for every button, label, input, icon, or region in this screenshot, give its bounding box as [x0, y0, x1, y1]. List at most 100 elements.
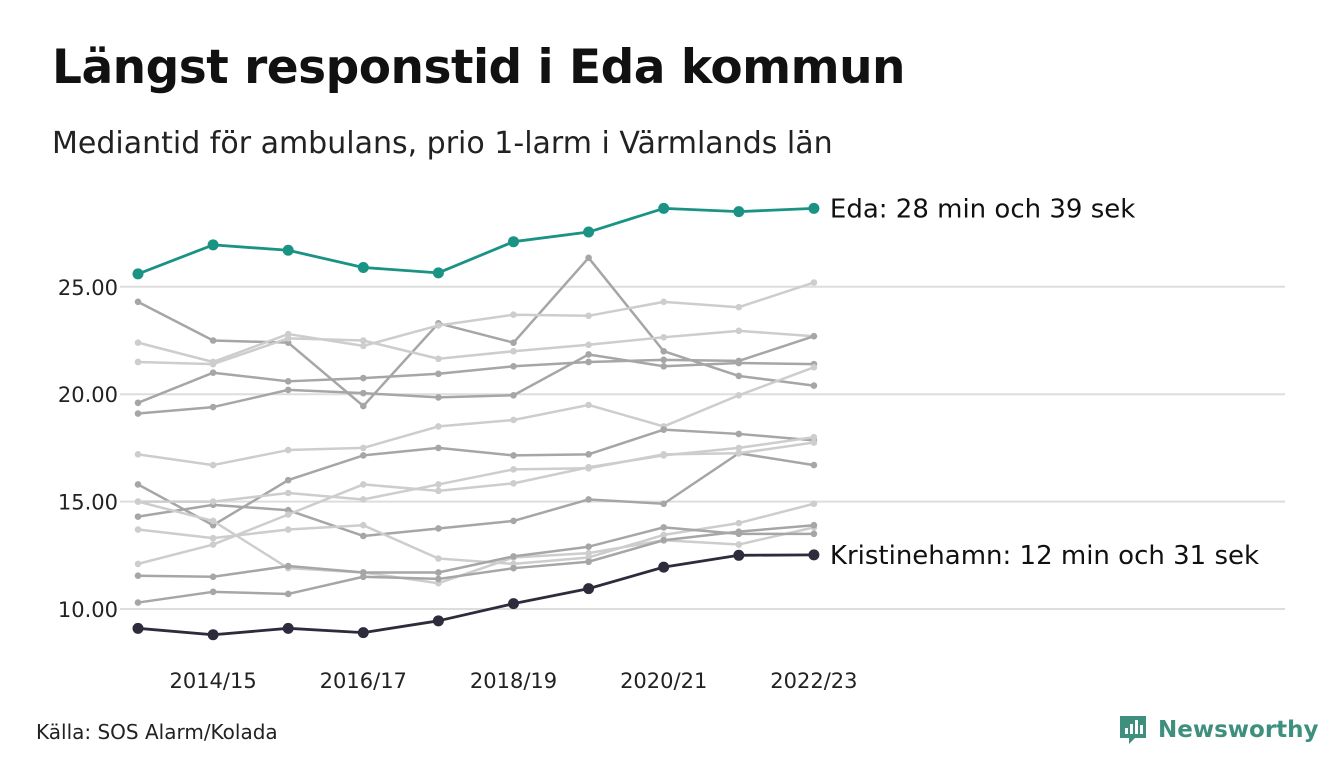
data-point [660, 524, 667, 531]
data-point [585, 496, 592, 503]
data-point [585, 543, 592, 551]
data-point [735, 449, 743, 457]
series-line [137, 281, 815, 364]
data-point [585, 358, 592, 366]
data-point [209, 461, 217, 469]
data-point [360, 573, 367, 581]
data-point [810, 500, 818, 508]
data-point [357, 261, 369, 273]
data-point [435, 575, 442, 583]
data-point [508, 236, 519, 248]
data-point [134, 298, 142, 306]
series-line [137, 428, 815, 527]
data-point [435, 525, 442, 532]
data-point [360, 342, 367, 350]
data-point [660, 347, 667, 355]
series-end-label: Eda: 28 min och 39 sek [830, 194, 1135, 224]
data-point [360, 532, 367, 540]
data-point [435, 444, 442, 452]
data-point [658, 202, 670, 214]
series-line [137, 553, 814, 637]
data-point [660, 362, 667, 370]
background-series-line [134, 364, 818, 469]
data-point [735, 372, 743, 380]
data-point [585, 549, 592, 557]
data-point [660, 356, 667, 364]
data-point [360, 374, 367, 382]
data-point [209, 588, 217, 596]
data-point [510, 347, 517, 355]
data-point [134, 451, 142, 458]
x-tick-label: 2018/19 [470, 669, 557, 693]
data-point [585, 463, 592, 471]
background-series-line [134, 433, 818, 568]
data-point [810, 382, 818, 389]
data-point [735, 391, 743, 399]
data-point [207, 629, 219, 641]
data-point [735, 528, 743, 535]
data-point [209, 337, 217, 344]
data-point [585, 312, 592, 320]
data-point [510, 466, 517, 473]
data-point [810, 332, 818, 340]
data-point [585, 254, 592, 262]
data-point [360, 444, 367, 452]
data-point [735, 444, 743, 452]
gridlines [120, 285, 1285, 610]
data-point [209, 360, 217, 368]
x-axis-labels: 2014/15 2016/17 2018/19 2020/21 2022/23 [169, 669, 857, 693]
series-line [137, 523, 815, 604]
data-point [583, 583, 595, 595]
y-tick-label: 25.00 [58, 276, 118, 300]
data-point [808, 202, 820, 214]
data-point [810, 530, 818, 538]
data-point [733, 549, 745, 561]
data-point [510, 416, 517, 424]
background-series-line [134, 279, 818, 366]
brand-logo: Newsworthy [1118, 714, 1319, 746]
series-line [137, 206, 814, 276]
series-line [137, 335, 815, 404]
data-point [810, 461, 818, 469]
data-point [134, 526, 142, 533]
data-point [435, 355, 442, 363]
data-point [735, 327, 743, 335]
data-point [132, 268, 144, 280]
data-point [207, 239, 219, 251]
newsworthy-logo-icon [1120, 716, 1146, 744]
data-point [360, 452, 367, 459]
data-point [510, 339, 517, 346]
x-tick-label: 2020/21 [620, 669, 707, 693]
highlighted-series: Eda: 28 min och 39 sek Kristinehamn: 12 m… [132, 194, 1259, 641]
data-point [209, 573, 217, 581]
data-point [432, 267, 444, 279]
y-tick-label: 20.00 [58, 383, 118, 407]
data-point [435, 569, 442, 576]
data-point [585, 558, 592, 566]
data-point [360, 481, 367, 488]
data-point [360, 521, 367, 529]
data-point [209, 498, 217, 505]
data-point [810, 433, 818, 441]
source-note: Källa: SOS Alarm/Kolada [36, 720, 278, 744]
data-point [808, 549, 820, 561]
data-point [132, 622, 144, 634]
data-point [658, 561, 670, 573]
data-point [810, 521, 818, 529]
data-point [435, 322, 442, 329]
data-point [660, 426, 667, 433]
data-point [435, 394, 442, 401]
data-point [660, 452, 667, 459]
series-line [137, 452, 815, 538]
data-point [810, 439, 818, 446]
data-point [583, 226, 595, 238]
chart-title: Längst responstid i Eda kommun [52, 40, 906, 95]
series-line [138, 441, 815, 503]
data-point [510, 452, 517, 459]
series-line [137, 500, 815, 585]
data-point [209, 541, 217, 548]
y-tick-label: 10.00 [58, 598, 118, 622]
data-point [134, 481, 142, 488]
data-point [134, 599, 142, 606]
